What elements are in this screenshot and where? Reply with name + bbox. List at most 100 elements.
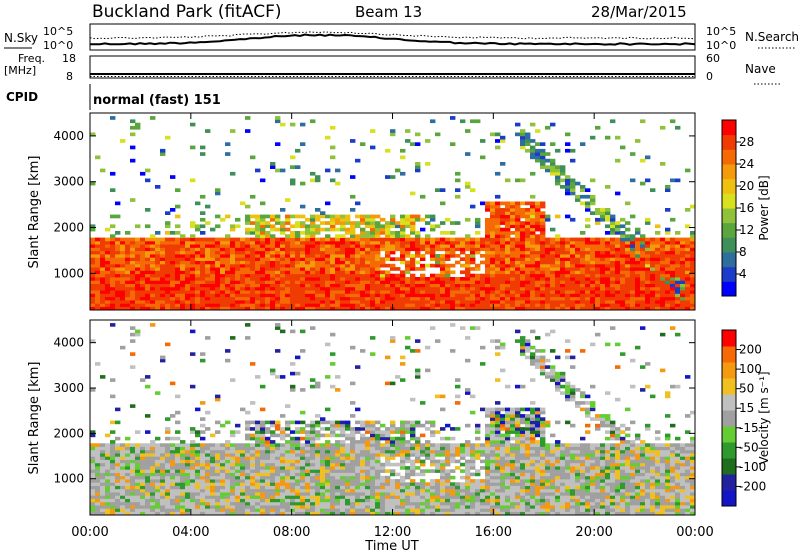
velocity-cell (280, 485, 286, 490)
power-cell (270, 280, 276, 284)
velocity-cell (335, 427, 341, 431)
power-cell (645, 273, 651, 278)
velocity-cell (150, 508, 156, 512)
power-cell (455, 290, 461, 294)
power-cell (155, 277, 161, 281)
power-cell (230, 283, 236, 288)
power-cell (445, 303, 451, 307)
power-cell (525, 132, 531, 137)
power-cell (350, 240, 356, 245)
power-cell (675, 240, 681, 245)
power-cell (530, 280, 536, 284)
power-cell (165, 254, 171, 258)
power-cell (300, 296, 306, 301)
power-cell (245, 129, 251, 133)
velocity-cell (285, 456, 291, 460)
power-cell (620, 240, 626, 245)
power-cell (535, 152, 541, 156)
power-cell (620, 263, 626, 268)
power-cell (215, 296, 221, 301)
power-cell (615, 270, 621, 275)
velocity-cell (110, 472, 116, 477)
power-cell (555, 306, 561, 310)
velocity-cell (270, 501, 276, 506)
velocity-cell (275, 475, 281, 480)
velocity-cell (245, 453, 251, 457)
power-cell (415, 217, 421, 222)
velocity-cell (115, 501, 121, 506)
velocity-cell (215, 501, 221, 506)
power-cell (435, 293, 441, 298)
power-cell (615, 237, 621, 242)
power-cell (635, 237, 641, 242)
power-cell (260, 178, 266, 183)
power-cell (525, 201, 531, 206)
power-cell (175, 270, 181, 275)
power-cell (560, 277, 566, 281)
power-cell (485, 280, 491, 284)
power-cell (105, 240, 111, 245)
power-cell (635, 296, 641, 301)
power-cell (505, 263, 511, 268)
power-cell (415, 247, 421, 252)
power-cell (515, 267, 521, 271)
power-cell (430, 254, 436, 258)
velocity-cell (310, 430, 316, 434)
velocity-cell (205, 482, 211, 486)
power-cell (630, 152, 636, 156)
power-cell (220, 240, 226, 245)
velocity-cell (275, 462, 281, 467)
power-cell (160, 260, 166, 265)
power-cell (265, 286, 271, 291)
velocity-cell (130, 492, 136, 496)
power-cell (495, 260, 501, 265)
power-cell (170, 273, 176, 278)
power-cell (640, 296, 646, 301)
power-cell (605, 263, 611, 268)
velocity-cell (295, 430, 301, 434)
power-cell (585, 303, 591, 307)
velocity-cell (205, 462, 211, 467)
power-cell (390, 231, 396, 235)
velocity-cell (90, 508, 96, 512)
power-cell (270, 277, 276, 281)
velocity-cell (245, 466, 251, 470)
power-cell (495, 139, 501, 143)
power-cell (685, 250, 691, 255)
power-cell (290, 286, 296, 291)
colorbar-tick-label: 20 (739, 179, 754, 193)
power-cell (665, 293, 671, 298)
power-cell (530, 306, 536, 310)
power-cell (400, 244, 406, 248)
velocity-cell (165, 488, 171, 493)
power-cell (520, 280, 526, 284)
velocity-cell (295, 469, 301, 473)
power-cell (615, 277, 621, 281)
power-cell (435, 244, 441, 248)
power-cell (175, 296, 181, 301)
power-cell (355, 306, 361, 310)
velocity-cell (345, 505, 351, 509)
velocity-cell (240, 498, 246, 503)
power-cell (515, 290, 521, 294)
power-cell (225, 293, 231, 298)
power-cell (520, 303, 526, 307)
velocity-cell (350, 443, 356, 447)
velocity-cell (145, 485, 151, 490)
power-cell (660, 254, 666, 258)
power-cell (225, 214, 231, 219)
velocity-cell (345, 511, 351, 515)
power-cell (300, 247, 306, 252)
velocity-cell (255, 485, 261, 490)
velocity-cell (330, 420, 336, 425)
power-cell (150, 300, 156, 304)
power-cell (225, 250, 231, 255)
power-cell (240, 201, 246, 206)
velocity-cell (355, 469, 361, 473)
power-cell (275, 168, 281, 173)
power-cell (490, 273, 496, 278)
power-cell (455, 247, 461, 252)
velocity-cell (340, 472, 346, 477)
power-cell (290, 178, 296, 183)
power-cell (445, 283, 451, 288)
